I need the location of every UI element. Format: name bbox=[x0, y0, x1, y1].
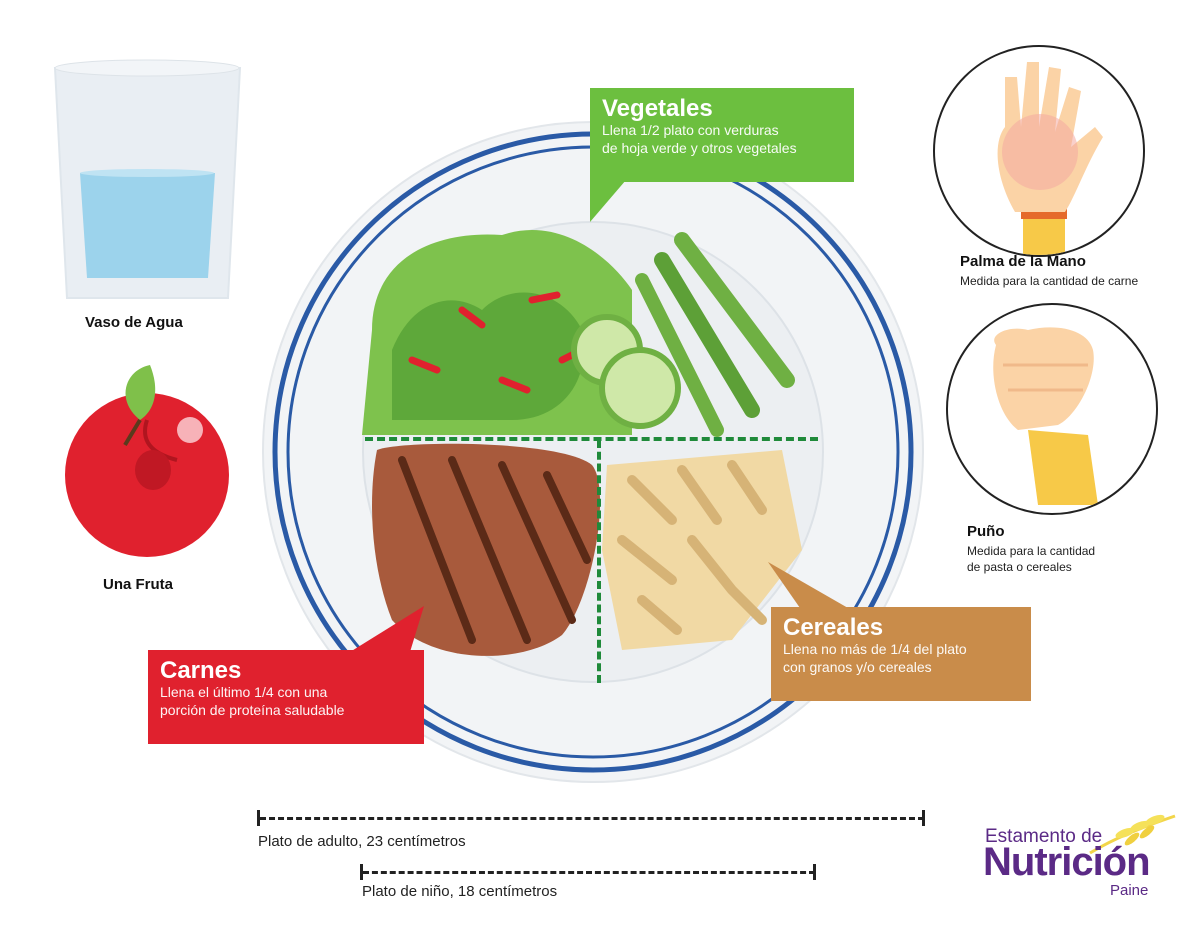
vegetales-line2: de hoja verde y otros vegetales bbox=[602, 139, 797, 156]
palm-hand-icon bbox=[933, 45, 1145, 257]
wheat-icon bbox=[1085, 808, 1180, 858]
child-measure-label: Plato de niño, 18 centímetros bbox=[362, 883, 558, 900]
carnes-title: Carnes bbox=[160, 657, 242, 684]
callout-cereales: Cereales Llena no más de 1/4 del plato c… bbox=[771, 607, 1031, 701]
child-measure-line bbox=[363, 871, 815, 874]
fist-icon bbox=[946, 303, 1158, 515]
carnes-line1: Llena el último 1/4 con una bbox=[160, 684, 328, 701]
fist-title: Puño bbox=[967, 523, 1005, 540]
cereales-line1: Llena no más de 1/4 del plato bbox=[783, 641, 967, 658]
adult-measure-end bbox=[922, 810, 925, 826]
plate-icon bbox=[262, 120, 924, 785]
logo-line3: Paine bbox=[1110, 882, 1149, 899]
callout-carnes: Carnes Llena el último 1/4 con una porci… bbox=[148, 650, 424, 744]
callout-cereales-pointer bbox=[768, 562, 848, 608]
logo-line1: Estamento de bbox=[985, 826, 1103, 847]
callout-vegetales-pointer bbox=[590, 180, 626, 222]
cereales-title: Cereales bbox=[783, 614, 884, 641]
palm-desc: Medida para la cantidad de carne bbox=[960, 274, 1139, 288]
callout-vegetales: Vegetales Llena 1/2 plato con verduras d… bbox=[590, 88, 854, 182]
water-glass-icon bbox=[50, 58, 245, 303]
child-measure-end bbox=[813, 864, 816, 880]
adult-measure-start bbox=[257, 810, 260, 826]
water-label: Vaso de Agua bbox=[85, 314, 183, 331]
apple-icon bbox=[55, 360, 240, 560]
fruit-label: Una Fruta bbox=[103, 576, 174, 593]
plate-divider-horizontal bbox=[365, 437, 818, 441]
logo-line2: Nutrición bbox=[983, 840, 1151, 884]
child-measure-start bbox=[360, 864, 363, 880]
callout-carnes-pointer bbox=[350, 606, 424, 652]
adult-measure-label: Plato de adulto, 23 centímetros bbox=[258, 833, 466, 850]
vegetales-title: Vegetales bbox=[602, 95, 713, 122]
fist-desc-2: de pasta o cereales bbox=[967, 560, 1072, 574]
vegetales-line1: Llena 1/2 plato con verduras bbox=[602, 122, 779, 139]
palm-title: Palma de la Mano bbox=[960, 253, 1086, 270]
cereales-line2: con granos y/o cereales bbox=[783, 658, 932, 675]
adult-measure-line bbox=[260, 817, 924, 820]
fist-desc-1: Medida para la cantidad bbox=[967, 544, 1096, 558]
plate-divider-vertical bbox=[597, 440, 601, 683]
carnes-line2: porción de proteína saludable bbox=[160, 701, 345, 718]
